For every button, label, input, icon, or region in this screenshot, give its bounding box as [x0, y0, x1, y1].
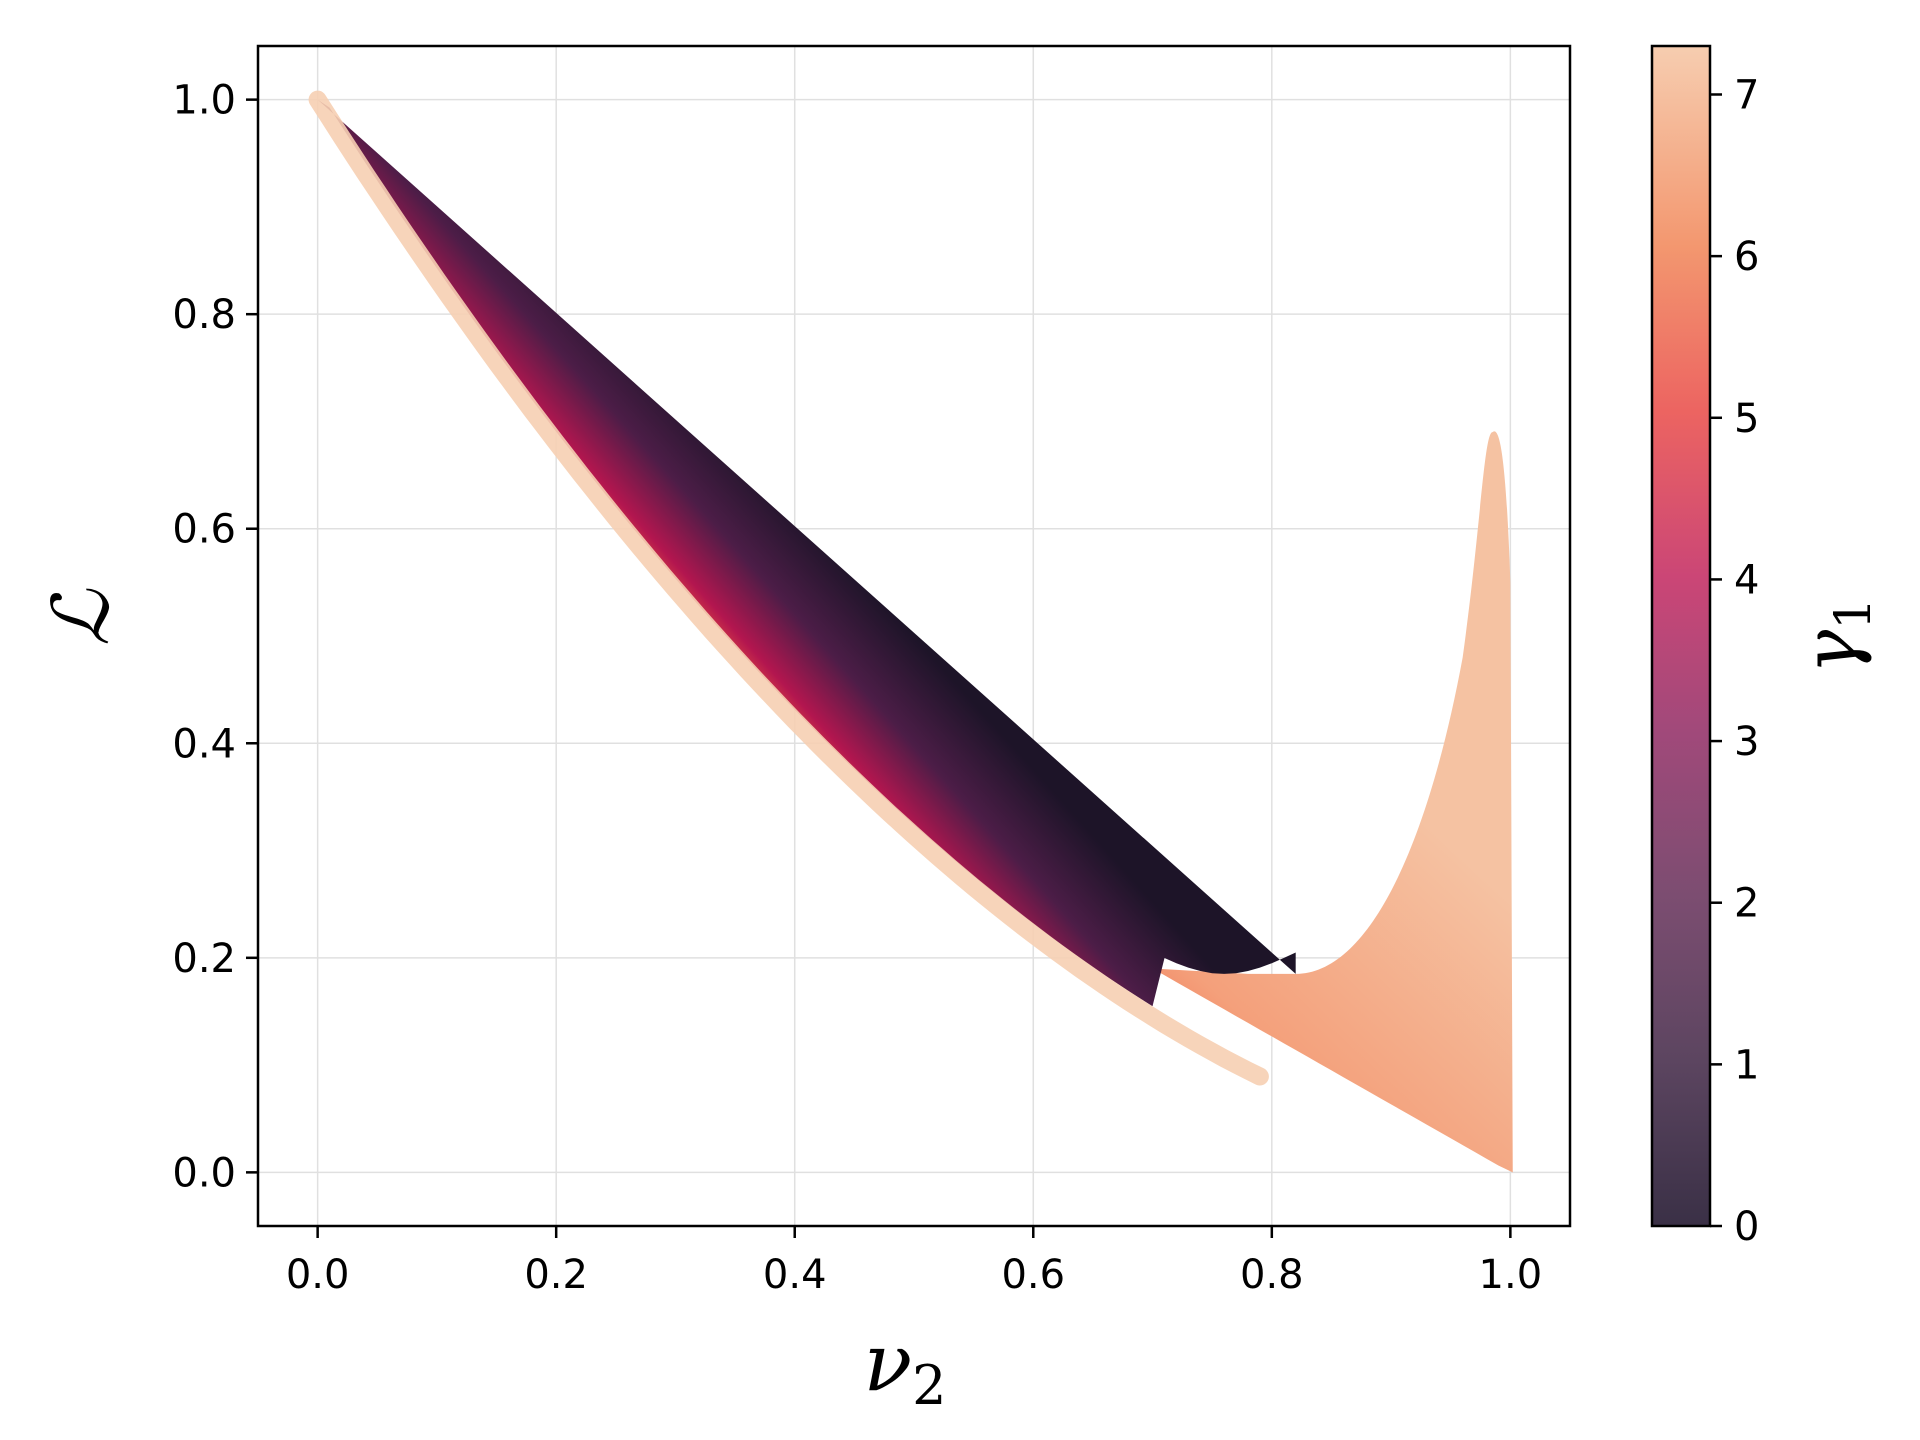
y-tick-label: 0.2 — [172, 936, 236, 982]
colorbar-tick-label: 7 — [1734, 72, 1759, 118]
colorbar-frame — [1650, 44, 1712, 1228]
plot-frame — [256, 44, 1572, 1228]
y-tick-label: 1.0 — [172, 78, 236, 124]
peak-region — [1152, 431, 1513, 1173]
x-tick-label: 0.0 — [286, 1252, 350, 1298]
y-tick-label: 0.6 — [172, 507, 236, 553]
colorbar-tick-label: 6 — [1734, 234, 1759, 280]
y-axis-label: ℒ — [37, 588, 127, 646]
colorbar-label: γ1 — [1788, 598, 1882, 674]
x-tick-label: 0.4 — [763, 1252, 827, 1298]
light-band — [308, 90, 1269, 1086]
x-tick-label: 0.8 — [1240, 1252, 1304, 1298]
x-tick-label: 0.2 — [524, 1252, 588, 1298]
x-tick-label: 1.0 — [1479, 1252, 1543, 1298]
y-axis-ticks: 0.0 0.2 0.4 0.6 0.8 1.0 — [172, 78, 258, 1196]
x-axis-label: ν2 — [864, 1316, 947, 1417]
y-tick-label: 0.4 — [172, 721, 236, 767]
colorbar-tick-label: 3 — [1734, 719, 1759, 765]
y-tick-label: 0.8 — [172, 292, 236, 338]
data-regions — [308, 90, 1513, 1173]
x-tick-label: 0.6 — [1001, 1252, 1065, 1298]
colorbar-tick-label: 0 — [1734, 1204, 1759, 1250]
colorbar — [1652, 46, 1710, 1226]
colorbar-tick-label: 2 — [1734, 881, 1759, 927]
main-region — [317, 99, 1296, 1007]
colorbar-tick-label: 4 — [1734, 557, 1759, 603]
x-axis-ticks: 0.0 0.2 0.4 0.6 0.8 1.0 — [286, 1226, 1542, 1298]
colorbar-tick-label: 1 — [1734, 1042, 1759, 1088]
colorbar-tick-label: 5 — [1734, 396, 1759, 442]
colorbar-ticks: 0 1 2 3 4 5 6 7 — [1710, 72, 1759, 1250]
y-tick-label: 0.0 — [172, 1150, 236, 1196]
